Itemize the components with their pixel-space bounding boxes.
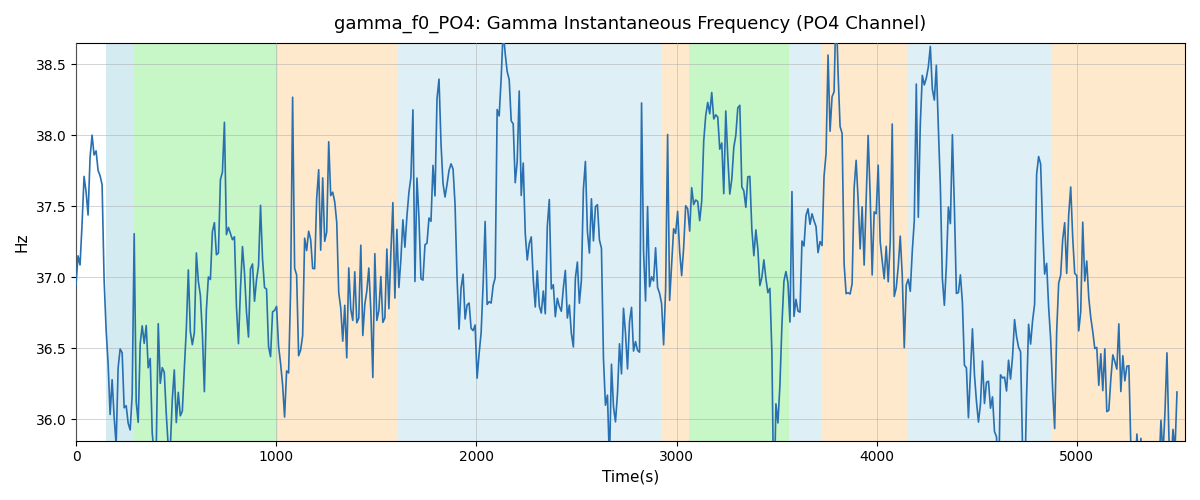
Bar (821, 43, 907, 440)
Bar (788, 43, 821, 440)
Bar (689, 43, 788, 440)
Title: gamma_f0_PO4: Gamma Instantaneous Frequency (PO4 Channel): gamma_f0_PO4: Gamma Instantaneous Freque… (335, 15, 926, 34)
Bar (106, 43, 134, 440)
Y-axis label: Hz: Hz (14, 232, 30, 252)
Bar (134, 43, 278, 440)
Bar (278, 43, 398, 440)
Bar (907, 43, 1051, 440)
X-axis label: Time(s): Time(s) (602, 470, 659, 485)
Bar (660, 43, 689, 440)
Bar (1051, 43, 1186, 440)
Bar (398, 43, 660, 440)
